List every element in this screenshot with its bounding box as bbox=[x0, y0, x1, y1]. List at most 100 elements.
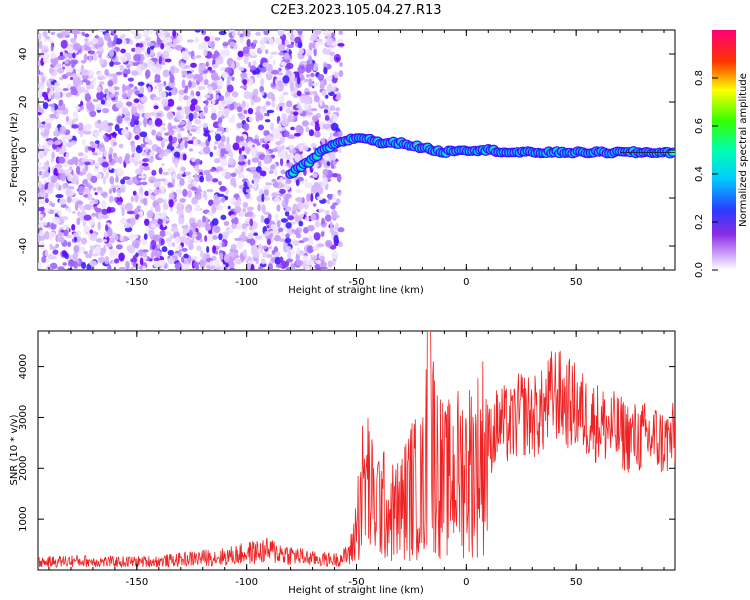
heatmap-noise-blob bbox=[306, 245, 314, 254]
heatmap-noise-blob bbox=[242, 249, 248, 258]
heatmap-noise-blob bbox=[160, 185, 165, 194]
heatmap-noise-blob bbox=[277, 30, 284, 37]
heatmap-noise-blob bbox=[144, 146, 149, 153]
heatmap-noise-blob bbox=[153, 257, 160, 262]
heatmap-noise-blob bbox=[220, 50, 227, 58]
heatmap-noise-blob bbox=[337, 191, 342, 196]
heatmap-noise-blob bbox=[115, 176, 119, 183]
heatmap-noise-blob bbox=[283, 130, 290, 138]
heatmap-noise-blob bbox=[72, 210, 76, 215]
heatmap-noise-blob bbox=[292, 111, 299, 116]
heatmap-noise-blob bbox=[38, 180, 42, 189]
heatmap-noise-blob bbox=[67, 206, 72, 214]
heatmap-noise-blob bbox=[122, 176, 131, 181]
heatmap-noise-blob bbox=[138, 249, 144, 257]
heatmap-noise-blob bbox=[119, 64, 125, 73]
heatmap-noise-blob bbox=[40, 85, 44, 91]
heatmap-noise-blob bbox=[194, 30, 201, 33]
heatmap-noise-blob bbox=[326, 199, 331, 205]
heatmap-noise-blob bbox=[163, 198, 167, 207]
heatmap-noise-blob bbox=[132, 262, 139, 268]
heatmap-noise-blob bbox=[113, 258, 120, 264]
heatmap-noise-blob bbox=[91, 130, 100, 136]
heatmap-noise-blob bbox=[96, 91, 105, 101]
heatmap-noise-blob bbox=[114, 196, 118, 203]
heatmap-noise-blob bbox=[109, 249, 116, 258]
heatmap-noise-blob bbox=[289, 82, 295, 92]
heatmap-noise-blob bbox=[221, 71, 229, 79]
heatmap-noise-blob bbox=[57, 156, 66, 164]
heatmap-noise-blob bbox=[219, 252, 224, 261]
heatmap-noise-blob bbox=[38, 143, 41, 147]
heatmap-noise-blob bbox=[177, 244, 182, 250]
heatmap-noise-blob bbox=[133, 113, 141, 117]
heatmap-noise-blob bbox=[104, 69, 110, 76]
heatmap-noise-blob bbox=[281, 232, 285, 240]
heatmap-noise-blob bbox=[146, 46, 151, 55]
heatmap-noise-blob bbox=[286, 266, 291, 270]
heatmap-noise-blob bbox=[109, 132, 118, 137]
heatmap-noise-blob bbox=[217, 103, 225, 111]
heatmap-noise-blob bbox=[298, 240, 305, 244]
heatmap-noise-blob bbox=[320, 231, 325, 237]
heatmap-noise-blob bbox=[197, 43, 204, 50]
heatmap-noise-blob bbox=[45, 122, 52, 130]
heatmap-noise-blob bbox=[195, 265, 200, 270]
heatmap-noise-blob bbox=[236, 240, 244, 250]
heatmap-noise-blob bbox=[42, 31, 48, 37]
heatmap-noise-blob bbox=[129, 217, 136, 226]
heatmap-noise-blob bbox=[323, 262, 327, 267]
heatmap-noise-blob bbox=[118, 252, 125, 262]
heatmap-noise-blob bbox=[119, 55, 128, 63]
heatmap-noise-blob bbox=[229, 151, 234, 159]
heatmap-noise-blob bbox=[220, 214, 227, 221]
heatmap-noise-blob bbox=[80, 158, 89, 163]
heatmap-noise-blob bbox=[67, 51, 73, 60]
heatmap-noise-blob bbox=[109, 89, 115, 94]
heatmap-noise-blob bbox=[140, 64, 146, 71]
heatmap-noise-blob bbox=[215, 90, 221, 94]
heatmap-noise-blob bbox=[203, 45, 208, 51]
heatmap-noise-blob bbox=[326, 33, 331, 38]
heatmap-noise-blob bbox=[118, 266, 126, 270]
heatmap-noise-blob bbox=[156, 83, 165, 88]
heatmap-noise-blob bbox=[271, 178, 277, 183]
heatmap-noise-blob bbox=[220, 135, 226, 143]
heatmap-noise-blob bbox=[188, 148, 194, 152]
heatmap-noise-blob bbox=[213, 145, 217, 150]
heatmap-noise-blob bbox=[276, 204, 281, 212]
heatmap-noise-blob bbox=[322, 104, 329, 109]
heatmap-noise-blob bbox=[221, 172, 226, 177]
heatmap-noise-blob bbox=[195, 232, 202, 241]
heatmap-noise-blob bbox=[199, 65, 206, 71]
heatmap-noise-blob bbox=[164, 231, 172, 235]
heatmap-noise-blob bbox=[89, 245, 95, 251]
heatmap-noise-blob bbox=[68, 138, 72, 143]
heatmap-noise-blob bbox=[89, 185, 94, 190]
heatmap-noise-blob bbox=[308, 78, 313, 88]
heatmap-noise-blob bbox=[50, 31, 56, 36]
heatmap-noise-blob bbox=[302, 237, 309, 242]
heatmap-noise-blob bbox=[277, 76, 283, 81]
heatmap-noise-blob bbox=[249, 218, 254, 227]
heatmap-noise-blob bbox=[57, 266, 65, 270]
heatmap-noise-blob bbox=[250, 65, 257, 71]
heatmap-noise-blob bbox=[278, 94, 285, 104]
heatmap-noise-blob bbox=[250, 51, 257, 57]
heatmap-noise-blob bbox=[108, 188, 113, 195]
heatmap-noise-blob bbox=[173, 151, 181, 158]
heatmap-noise-blob bbox=[140, 143, 146, 148]
heatmap-noise-blob bbox=[295, 197, 303, 203]
heatmap-noise-blob bbox=[285, 107, 292, 114]
x-tick-label: -50 bbox=[348, 577, 364, 588]
heatmap-noise-blob bbox=[230, 243, 237, 250]
heatmap-noise-blob bbox=[72, 110, 78, 119]
heatmap-noise-blob bbox=[155, 212, 160, 221]
heatmap-noise-blob bbox=[269, 233, 273, 238]
heatmap-noise-blob bbox=[83, 123, 92, 132]
heatmap-noise-blob bbox=[46, 221, 51, 226]
heatmap-noise-blob bbox=[101, 239, 108, 243]
heatmap-noise-blob bbox=[139, 257, 144, 266]
heatmap-noise-blob bbox=[239, 36, 245, 44]
heatmap-noise-blob bbox=[280, 218, 288, 223]
